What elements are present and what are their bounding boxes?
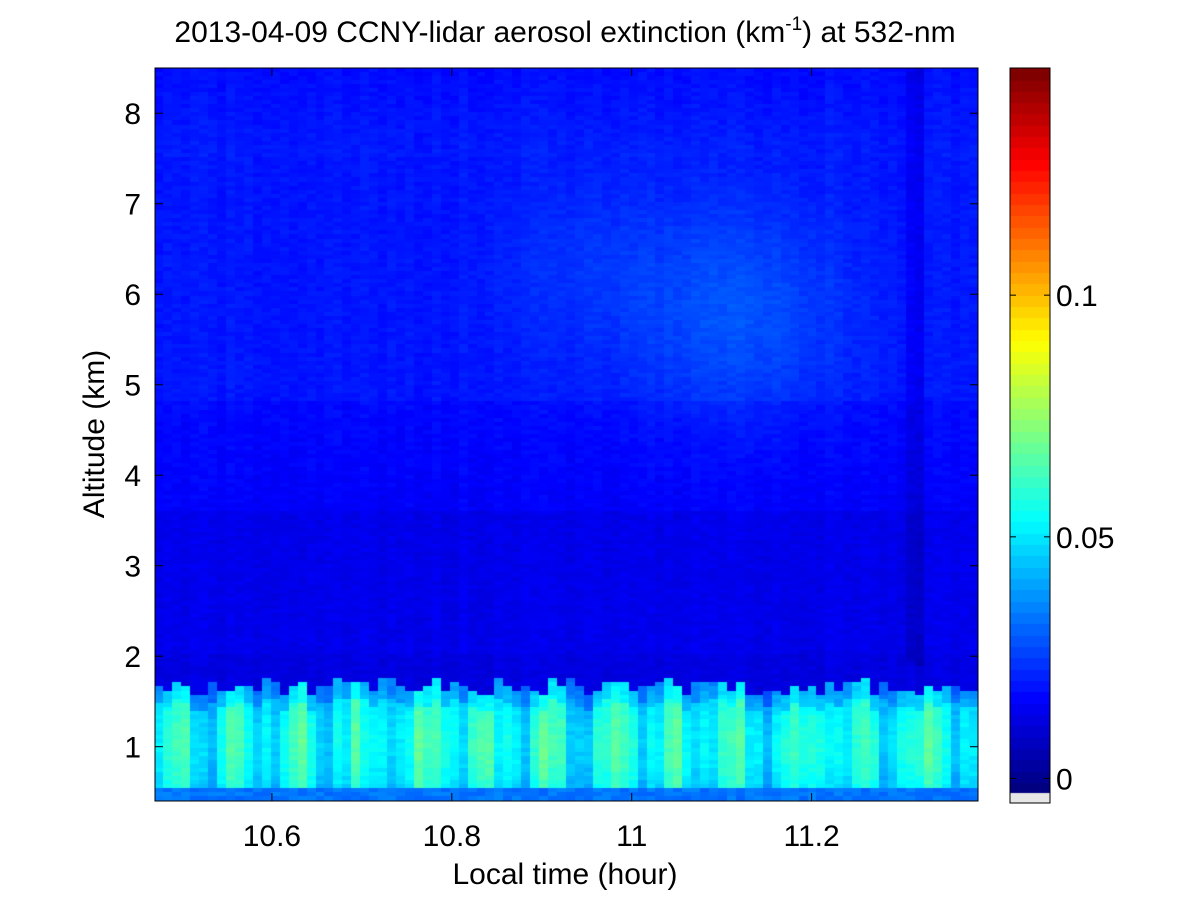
y-tick-label: 5 — [124, 370, 141, 403]
y-axis-label: Altitude (km) — [78, 350, 111, 518]
title-main: 2013-04-09 CCNY-lidar aerosol extinction… — [174, 16, 785, 49]
x-axis-label: Local time (hour) — [452, 858, 677, 891]
y-axis: 1 2 3 4 5 6 7 8 — [124, 98, 978, 765]
y-tick-label: 3 — [124, 551, 141, 584]
colorbar-axis: 0 0.05 0.1 — [1010, 280, 1114, 797]
y-tick-label: 8 — [124, 98, 141, 131]
colorbar-area — [1010, 68, 1050, 803]
plot-frame — [154, 67, 979, 802]
colorbar-tick-label: 0.1 — [1056, 280, 1098, 313]
colorbar-gradient — [1010, 68, 1050, 803]
y-tick-label: 7 — [124, 189, 141, 222]
y-tick-label: 4 — [124, 460, 141, 493]
x-tick-label: 11 — [616, 820, 647, 853]
title-suffix: ) at 532-nm — [802, 16, 955, 49]
title-superscript: -1 — [785, 14, 802, 35]
colorbar-tick-label: 0.05 — [1056, 522, 1114, 555]
x-tick-label: 11.2 — [784, 820, 840, 853]
colorbar-frame — [1009, 67, 1051, 804]
colorbar-tick-label: 0 — [1056, 764, 1073, 797]
x-axis: 10.6 10.8 11 11.2 — [243, 68, 840, 853]
y-tick-label: 2 — [124, 641, 141, 674]
y-tick-label: 1 — [124, 732, 141, 765]
x-tick-label: 10.8 — [423, 820, 481, 853]
y-tick-label: 6 — [124, 279, 141, 312]
x-tick-label: 10.6 — [243, 820, 301, 853]
extinction-heatmap — [155, 68, 978, 801]
heatmap-area — [155, 68, 978, 801]
chart-title: 2013-04-09 CCNY-lidar aerosol extinction… — [174, 14, 955, 49]
